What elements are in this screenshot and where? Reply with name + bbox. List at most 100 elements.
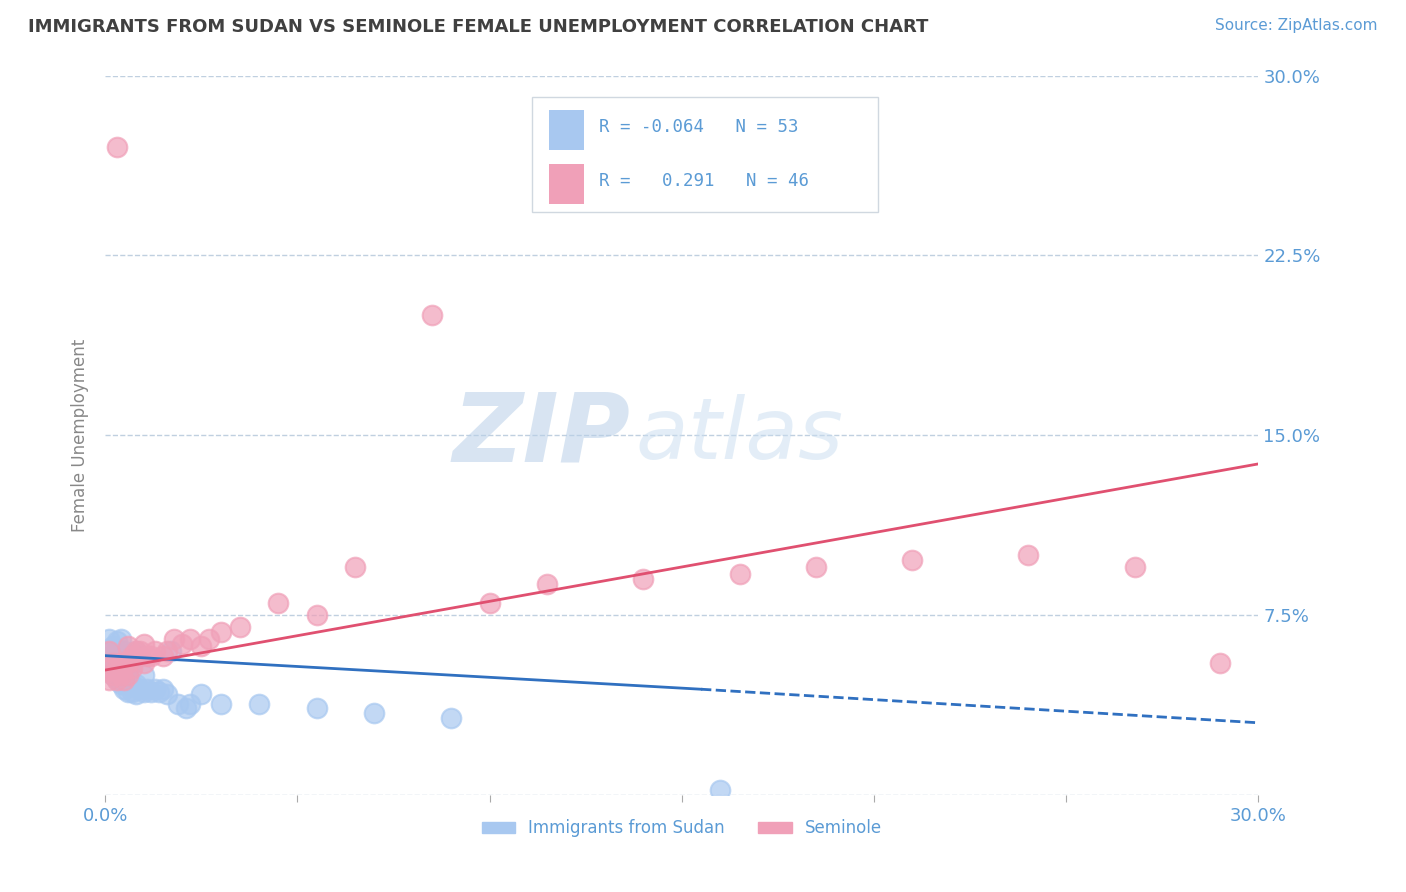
- Point: [114, 673, 136, 687]
- Point: [229, 620, 252, 634]
- Text: R = -0.064   N = 53: R = -0.064 N = 53: [599, 119, 799, 136]
- Point: [105, 653, 128, 667]
- Point: [110, 668, 132, 682]
- Point: [117, 668, 139, 682]
- Point: [536, 576, 558, 591]
- Point: [98, 663, 121, 677]
- Point: [114, 656, 136, 670]
- Point: [101, 648, 124, 663]
- Point: [148, 684, 170, 698]
- Point: [101, 668, 124, 682]
- Point: [101, 639, 124, 653]
- Point: [105, 673, 128, 687]
- Point: [633, 572, 655, 586]
- Point: [172, 637, 194, 651]
- Point: [190, 639, 212, 653]
- Point: [143, 644, 166, 658]
- Point: [121, 677, 143, 691]
- Point: [209, 624, 232, 639]
- Point: [128, 682, 150, 697]
- Point: [98, 673, 121, 687]
- Point: [114, 663, 136, 677]
- Point: [132, 668, 155, 682]
- Point: [132, 637, 155, 651]
- Point: [125, 644, 148, 658]
- Point: [121, 656, 143, 670]
- Point: [132, 656, 155, 670]
- FancyBboxPatch shape: [531, 97, 877, 212]
- Point: [105, 673, 128, 687]
- Point: [141, 648, 163, 663]
- Point: [125, 677, 148, 691]
- Point: [136, 682, 159, 697]
- Point: [247, 697, 270, 711]
- Point: [179, 697, 201, 711]
- Point: [305, 607, 328, 622]
- Point: [128, 648, 150, 663]
- FancyBboxPatch shape: [550, 164, 583, 203]
- Point: [1017, 548, 1039, 562]
- Point: [105, 634, 128, 648]
- Point: [110, 677, 132, 691]
- Point: [156, 644, 179, 658]
- Point: [110, 656, 132, 670]
- Point: [209, 697, 232, 711]
- Point: [267, 596, 290, 610]
- Point: [117, 684, 139, 698]
- Point: [110, 632, 132, 646]
- Text: ZIP: ZIP: [453, 389, 630, 482]
- Point: [105, 140, 128, 154]
- Point: [117, 677, 139, 691]
- Point: [174, 701, 197, 715]
- Point: [125, 687, 148, 701]
- Point: [344, 560, 367, 574]
- Point: [117, 639, 139, 653]
- Legend: Immigrants from Sudan, Seminole: Immigrants from Sudan, Seminole: [475, 813, 889, 844]
- Point: [98, 632, 121, 646]
- Point: [114, 673, 136, 687]
- Text: R =   0.291   N = 46: R = 0.291 N = 46: [599, 172, 808, 190]
- Point: [806, 560, 828, 574]
- Point: [152, 648, 174, 663]
- Y-axis label: Female Unemployment: Female Unemployment: [72, 338, 89, 532]
- Point: [132, 684, 155, 698]
- Point: [901, 553, 924, 567]
- Point: [117, 656, 139, 670]
- Text: IMMIGRANTS FROM SUDAN VS SEMINOLE FEMALE UNEMPLOYMENT CORRELATION CHART: IMMIGRANTS FROM SUDAN VS SEMINOLE FEMALE…: [28, 18, 928, 36]
- Point: [190, 687, 212, 701]
- Point: [121, 648, 143, 663]
- Text: atlas: atlas: [636, 393, 844, 476]
- Point: [125, 644, 148, 658]
- Point: [728, 567, 751, 582]
- Point: [167, 697, 190, 711]
- Point: [156, 687, 179, 701]
- Point: [163, 632, 186, 646]
- Point: [117, 656, 139, 670]
- Point: [141, 684, 163, 698]
- Point: [440, 711, 463, 725]
- Point: [114, 653, 136, 667]
- Point: [114, 644, 136, 658]
- Point: [110, 648, 132, 663]
- Point: [136, 648, 159, 663]
- Point: [110, 668, 132, 682]
- Point: [1209, 656, 1232, 670]
- Point: [152, 682, 174, 697]
- Point: [105, 663, 128, 677]
- Point: [128, 644, 150, 658]
- Text: Source: ZipAtlas.com: Source: ZipAtlas.com: [1215, 18, 1378, 33]
- Point: [101, 656, 124, 670]
- Point: [143, 682, 166, 697]
- Point: [110, 658, 132, 673]
- Point: [305, 701, 328, 715]
- Point: [98, 644, 121, 658]
- Point: [478, 596, 501, 610]
- Point: [198, 632, 221, 646]
- Point: [1125, 560, 1147, 574]
- Point: [121, 684, 143, 698]
- Point: [101, 668, 124, 682]
- Point: [363, 706, 385, 721]
- Point: [105, 644, 128, 658]
- FancyBboxPatch shape: [550, 110, 583, 150]
- Point: [179, 632, 201, 646]
